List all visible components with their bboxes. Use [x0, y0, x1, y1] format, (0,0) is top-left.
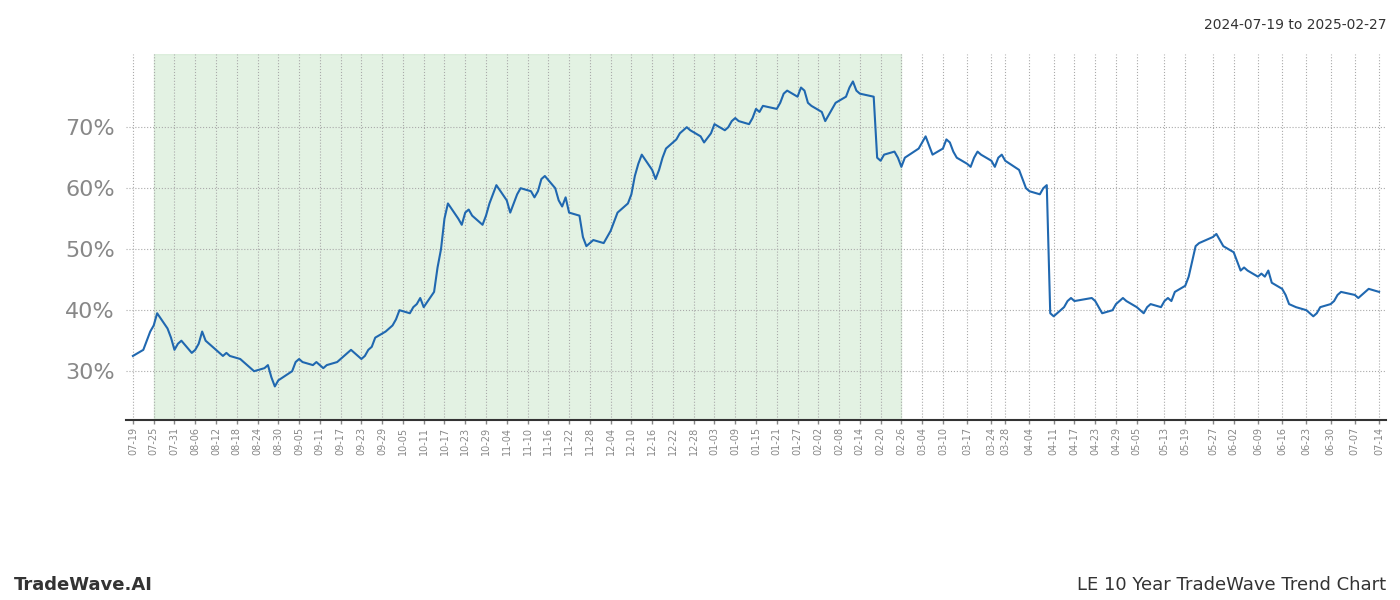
- Text: TradeWave.AI: TradeWave.AI: [14, 576, 153, 594]
- Bar: [154, 54, 902, 420]
- Text: 2024-07-19 to 2025-02-27: 2024-07-19 to 2025-02-27: [1204, 18, 1386, 32]
- Text: LE 10 Year TradeWave Trend Chart: LE 10 Year TradeWave Trend Chart: [1077, 576, 1386, 594]
